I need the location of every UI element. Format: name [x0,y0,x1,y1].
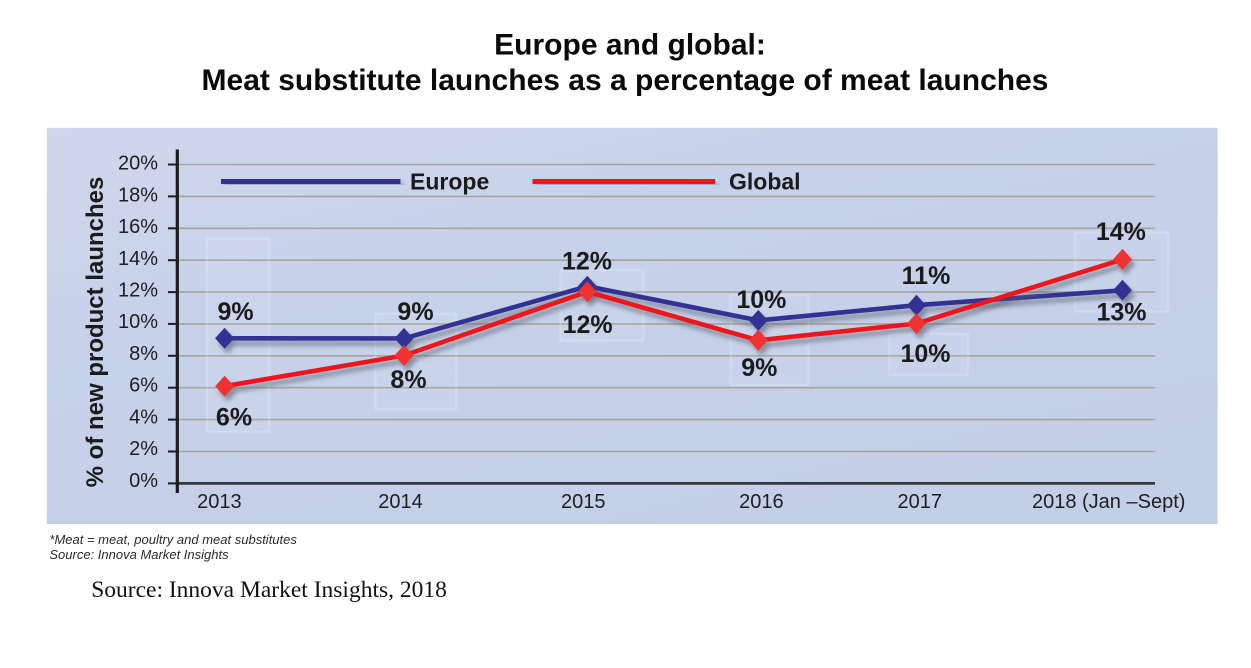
svg-text:14%: 14% [118,248,158,270]
svg-text:6%: 6% [129,375,158,397]
svg-text:16%: 16% [118,216,158,238]
svg-text:11%: 11% [902,262,951,290]
svg-text:2013: 2013 [197,491,242,513]
svg-text:6%: 6% [216,404,252,432]
svg-text:9%: 9% [741,354,777,382]
svg-text:*Meat = meat, poultry and meat: *Meat = meat, poultry and meat substitut… [49,532,297,547]
svg-text:Source: Innova Market Insights: Source: Innova Market Insights, 2018 [91,577,447,603]
svg-text:2015: 2015 [561,491,606,513]
svg-text:20%: 20% [118,153,158,175]
svg-text:8%: 8% [129,343,158,365]
svg-text:9%: 9% [218,298,254,326]
svg-text:Meat substitute launches as a: Meat substitute launches as a percentage… [202,64,1049,97]
svg-text:2016: 2016 [739,491,784,513]
svg-text:10%: 10% [900,340,950,368]
svg-text:10%: 10% [736,286,786,314]
svg-text:0%: 0% [129,470,158,492]
svg-text:2014: 2014 [378,491,423,513]
svg-text:14%: 14% [1096,218,1146,246]
svg-text:9%: 9% [397,298,433,326]
svg-text:18%: 18% [118,184,158,206]
svg-text:Global: Global [729,169,801,195]
svg-text:2%: 2% [129,438,158,460]
svg-text:10%: 10% [118,311,158,333]
svg-text:Europe: Europe [410,169,489,195]
svg-text:4%: 4% [129,406,158,428]
svg-text:12%: 12% [563,311,613,339]
svg-text:13%: 13% [1096,299,1146,327]
svg-text:Source: Innova Market Insights: Source: Innova Market Insights [49,547,229,562]
svg-text:12%: 12% [118,280,158,302]
svg-text:8%: 8% [390,366,426,394]
svg-text:% of new product launches: % of new product launches [82,177,109,488]
svg-text:Europe and global:: Europe and global: [494,29,766,62]
svg-text:2018 (Jan –Sept): 2018 (Jan –Sept) [1032,491,1185,513]
svg-text:2017: 2017 [898,491,943,513]
svg-text:12%: 12% [562,248,612,276]
